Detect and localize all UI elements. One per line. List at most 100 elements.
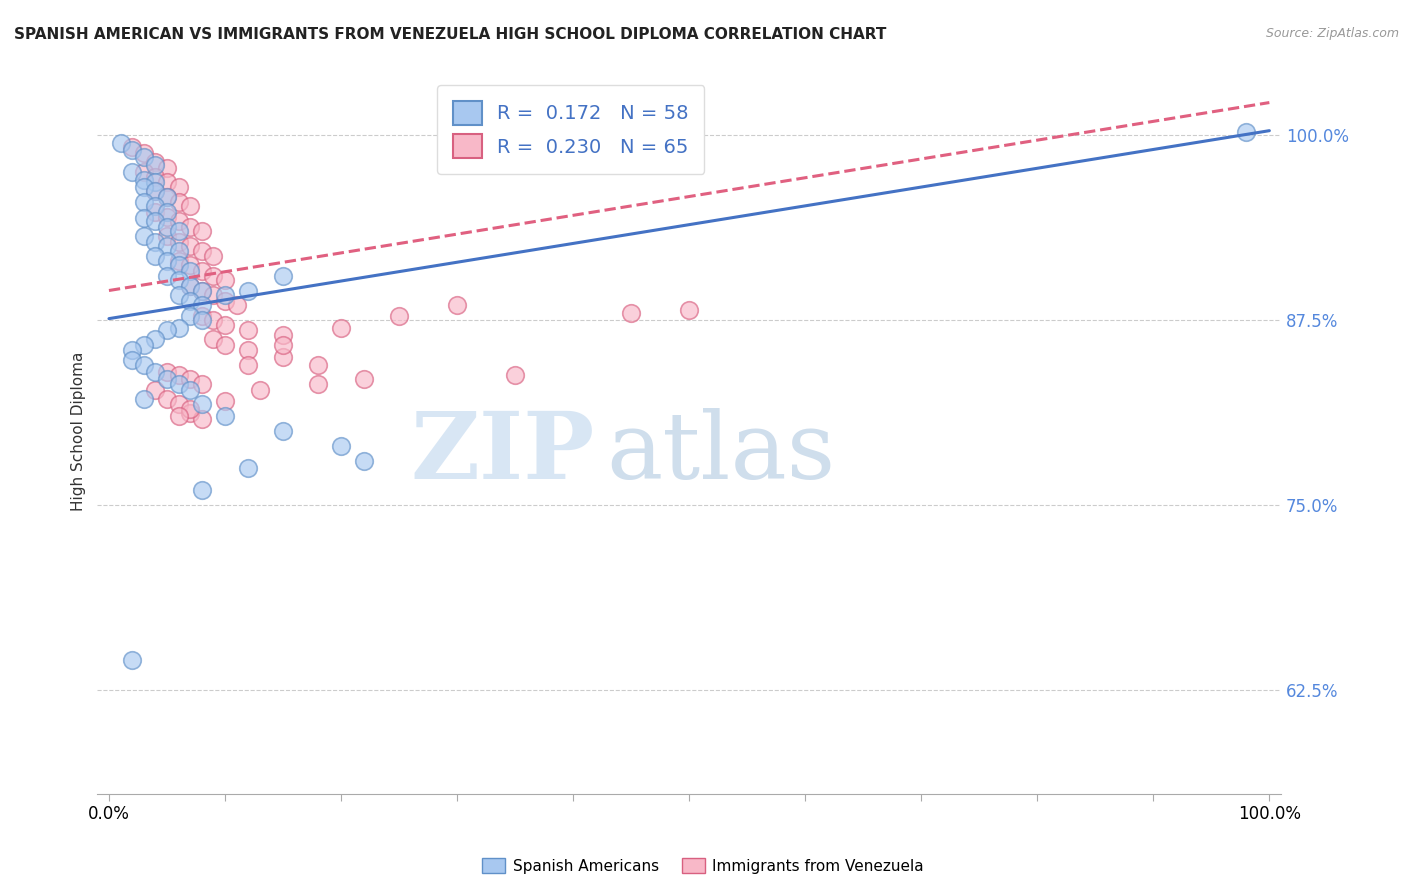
Text: Source: ZipAtlas.com: Source: ZipAtlas.com — [1265, 27, 1399, 40]
Point — [156, 253, 179, 268]
Point — [121, 143, 143, 157]
Point — [238, 461, 260, 475]
Point — [145, 199, 167, 213]
Point — [330, 320, 353, 334]
Point — [145, 383, 167, 397]
Point — [156, 205, 179, 219]
Point — [167, 180, 190, 194]
Point — [167, 368, 190, 382]
Point — [678, 302, 700, 317]
Point — [179, 406, 201, 420]
Point — [132, 194, 155, 209]
Point — [271, 424, 294, 438]
Point — [214, 288, 236, 302]
Point — [179, 239, 201, 253]
Point — [156, 190, 179, 204]
Point — [145, 365, 167, 379]
Point — [167, 258, 190, 272]
Point — [132, 172, 155, 186]
Point — [202, 250, 225, 264]
Point — [238, 343, 260, 357]
Point — [121, 165, 143, 179]
Point — [121, 353, 143, 368]
Point — [353, 453, 375, 467]
Point — [156, 228, 179, 243]
Point — [167, 397, 190, 411]
Point — [145, 235, 167, 249]
Point — [132, 150, 155, 164]
Point — [132, 338, 155, 352]
Point — [156, 219, 179, 234]
Point — [167, 224, 190, 238]
Point — [238, 358, 260, 372]
Point — [191, 412, 214, 426]
Point — [121, 140, 143, 154]
Point — [156, 365, 179, 379]
Legend: R =  0.172   N = 58, R =  0.230   N = 65: R = 0.172 N = 58, R = 0.230 N = 65 — [437, 86, 704, 174]
Point — [191, 309, 214, 323]
Point — [191, 264, 214, 278]
Point — [110, 136, 132, 150]
Point — [167, 253, 190, 268]
Point — [121, 653, 143, 667]
Point — [214, 318, 236, 332]
Point — [191, 397, 214, 411]
Point — [167, 214, 190, 228]
Point — [132, 145, 155, 160]
Point — [167, 235, 190, 249]
Point — [307, 376, 329, 391]
Point — [330, 439, 353, 453]
Text: SPANISH AMERICAN VS IMMIGRANTS FROM VENEZUELA HIGH SCHOOL DIPLOMA CORRELATION CH: SPANISH AMERICAN VS IMMIGRANTS FROM VENE… — [14, 27, 886, 42]
Point — [191, 376, 214, 391]
Point — [225, 298, 247, 312]
Point — [179, 383, 201, 397]
Point — [179, 279, 201, 293]
Point — [191, 313, 214, 327]
Point — [145, 154, 167, 169]
Point — [202, 332, 225, 346]
Point — [156, 268, 179, 283]
Point — [132, 392, 155, 406]
Point — [238, 323, 260, 337]
Point — [249, 383, 271, 397]
Point — [132, 165, 155, 179]
Text: ZIP: ZIP — [411, 408, 595, 498]
Point — [271, 268, 294, 283]
Point — [191, 298, 214, 312]
Point — [145, 176, 167, 190]
Text: atlas: atlas — [606, 408, 835, 498]
Point — [214, 409, 236, 424]
Point — [388, 309, 411, 323]
Point — [156, 210, 179, 224]
Point — [167, 376, 190, 391]
Point — [145, 169, 167, 184]
Point — [446, 298, 468, 312]
Point — [121, 343, 143, 357]
Point — [191, 244, 214, 258]
Point — [145, 214, 167, 228]
Point — [202, 268, 225, 283]
Point — [179, 279, 201, 293]
Y-axis label: High School Diploma: High School Diploma — [72, 351, 86, 511]
Point — [167, 194, 190, 209]
Point — [202, 313, 225, 327]
Point — [167, 244, 190, 258]
Point — [179, 401, 201, 416]
Point — [1234, 125, 1257, 139]
Point — [145, 250, 167, 264]
Point — [156, 372, 179, 386]
Point — [179, 264, 201, 278]
Point — [179, 199, 201, 213]
Point — [214, 293, 236, 308]
Point — [156, 392, 179, 406]
Point — [167, 320, 190, 334]
Point — [179, 372, 201, 386]
Point — [214, 394, 236, 409]
Point — [353, 372, 375, 386]
Point — [271, 350, 294, 364]
Point — [503, 368, 526, 382]
Point — [179, 309, 201, 323]
Point — [145, 158, 167, 172]
Point — [191, 224, 214, 238]
Point — [145, 332, 167, 346]
